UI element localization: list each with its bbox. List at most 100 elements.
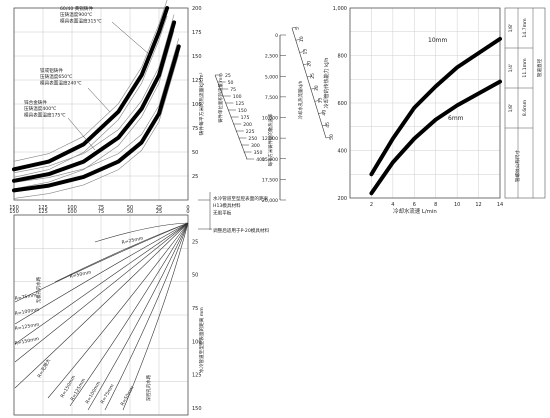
- aux-curve: [13, 15, 168, 178]
- x-tick-label: 150: [9, 205, 19, 211]
- x-tick-label: 25: [156, 205, 162, 211]
- y-tick-label: 50: [192, 150, 198, 156]
- x-tick-label: 75: [98, 209, 104, 215]
- scale2-tick-label: 2,500: [265, 54, 278, 60]
- y-tick-label: 50: [192, 273, 198, 279]
- scale3-tick-label: 10: [299, 36, 305, 42]
- scale3-tick-label: 15: [303, 49, 309, 55]
- fan-right-label: 水冷管道至型腔表面的距离 mm: [198, 307, 205, 373]
- annotation-text: 60/40 黄铜铸件: [60, 5, 93, 12]
- series-line-6mm: [369, 79, 502, 196]
- scale2-tick-label: 12,500: [262, 136, 278, 142]
- y-tick-label: 150: [192, 54, 202, 60]
- y-axis-label: 冷却管的传热能力 kJ/h: [323, 58, 330, 109]
- scale3-tick: [307, 75, 313, 78]
- scale3-tick-label: 45: [325, 122, 331, 128]
- legend-item: 调整后适用于P-20模具材料: [213, 227, 270, 234]
- scale1-tick-label: 175: [241, 115, 250, 121]
- scale3-tick-label: 40: [321, 110, 327, 116]
- scale3-tick-label: 20: [306, 61, 312, 67]
- annotation-text: 压铸温度900℃: [60, 11, 92, 18]
- r-label: R=50mm: [120, 385, 136, 407]
- table-diameter: 11.1mm: [522, 58, 528, 78]
- scale3-tick: [314, 100, 320, 102]
- annotation-text: 镁或铝铸件: [40, 67, 63, 74]
- scale1-tick-label: 400: [256, 157, 265, 163]
- scale1-tick-label: 250: [248, 136, 257, 142]
- y-tick-label: 1,000: [333, 6, 347, 12]
- scale1-tick-label: 50: [228, 80, 234, 86]
- fan-curve: [122, 222, 189, 411]
- scale1-tick-label: 150: [238, 108, 247, 114]
- aux-curve: [13, 0, 168, 162]
- fan-curve: [14, 222, 189, 325]
- y-tick-label: 150: [192, 406, 202, 412]
- fan-bottom-label: 深腔孔的水路: [145, 374, 152, 401]
- right-axis-label: 铸件每平方米的热流量kJ/cm²: [198, 72, 205, 135]
- x-tick-label: 0: [186, 209, 189, 215]
- thick-series-curve-2: [12, 20, 177, 183]
- annotation-text: 模具表面温度315℃: [60, 17, 102, 24]
- x-tick-label: 4: [391, 202, 394, 208]
- fan-curve: [54, 222, 189, 283]
- scale3-tick-label: 25: [310, 73, 316, 79]
- x-tick-label: 8: [434, 202, 437, 208]
- scale3-tick: [310, 87, 316, 90]
- scale3-tick: [295, 38, 301, 41]
- plot-frame: [349, 7, 501, 199]
- fan-curve: [69, 222, 189, 407]
- table-diameter: 14.7mm: [522, 18, 528, 38]
- scale3-tick-label: 5: [295, 27, 301, 30]
- y-tick-label: 175: [192, 30, 202, 36]
- x-tick-label: 12: [475, 202, 481, 208]
- x-tick-label: 50: [127, 205, 133, 211]
- y-tick-label: 100: [192, 339, 202, 345]
- fan-curve: [87, 222, 189, 411]
- y-tick-label: 200: [192, 6, 202, 12]
- scale3-tick-label: 35: [318, 97, 324, 103]
- plot-frame: [13, 214, 189, 416]
- y-tick-label: 200: [337, 196, 347, 202]
- x-tick-label: 25: [156, 209, 162, 215]
- table-pipe-size: 1/8': [508, 24, 514, 33]
- r-label: R=75mm: [14, 292, 37, 302]
- scale3-axis: [291, 27, 327, 139]
- annotation-leader: [111, 21, 151, 56]
- x-axis-label: 冷却水流速 L/min: [393, 207, 437, 215]
- scale2-tick-label: 20,000: [262, 198, 278, 204]
- scale3-tick: [318, 112, 324, 114]
- x-tick-label: 100: [67, 209, 77, 215]
- fan-curve: [47, 222, 189, 399]
- table-pipe-size: 1/8': [508, 104, 514, 113]
- scale3-tick: [291, 26, 298, 29]
- fan-curve: [104, 222, 189, 411]
- y-tick-label: 400: [337, 149, 347, 155]
- lower-left-fan-panel: 150 125 100 75 50 25 0 25 50 75 100 125 150 R=25mm R=5…: [9, 192, 270, 416]
- scale3-tick-label: 30: [314, 85, 320, 91]
- table-header-right: 管道直径: [536, 58, 543, 77]
- annotation-text: 压铸温度650℃: [40, 73, 72, 80]
- scale1-tick-label: 300: [251, 143, 260, 149]
- scale2-tick-label: 7,500: [265, 95, 278, 101]
- upper-left-panel: 200 175 150 125 100 75 50 25 150 125 100 75 50 25 0 60/…: [9, 0, 205, 211]
- fan-curve: [14, 222, 189, 389]
- series-label-6mm: 6mm: [448, 115, 464, 122]
- scale1-tick-label: 200: [243, 122, 252, 128]
- y-tick-label: 600: [337, 101, 347, 107]
- legend-item: H13模具材料: [213, 202, 241, 209]
- r-label: R=125mm: [14, 322, 40, 332]
- r-label: R=100mm: [14, 307, 40, 317]
- scale2-label: 每平方米铸件壁的散热速率: [267, 113, 274, 166]
- thick-series-curve-1: [12, 6, 170, 172]
- scale1-tick-label: 100: [233, 94, 242, 100]
- scale2-tick-label: 0: [275, 33, 278, 39]
- r-label: R=25mm: [121, 235, 144, 246]
- scale3-tick: [325, 136, 332, 139]
- thick-series-curve-3: [12, 44, 181, 193]
- annotation-leader: [67, 117, 96, 151]
- annotation-text: 锌合金铸件: [24, 99, 47, 106]
- scale1-tick-label: 125: [235, 101, 244, 107]
- right-flow-chart-panel: 2 4 6 8 10 12 14 200 400 600 800 1,000 冷却水流速 L/min 冷却…: [323, 6, 546, 215]
- y-tick-label: 25: [192, 239, 198, 245]
- r-label: R=150mm: [14, 336, 40, 347]
